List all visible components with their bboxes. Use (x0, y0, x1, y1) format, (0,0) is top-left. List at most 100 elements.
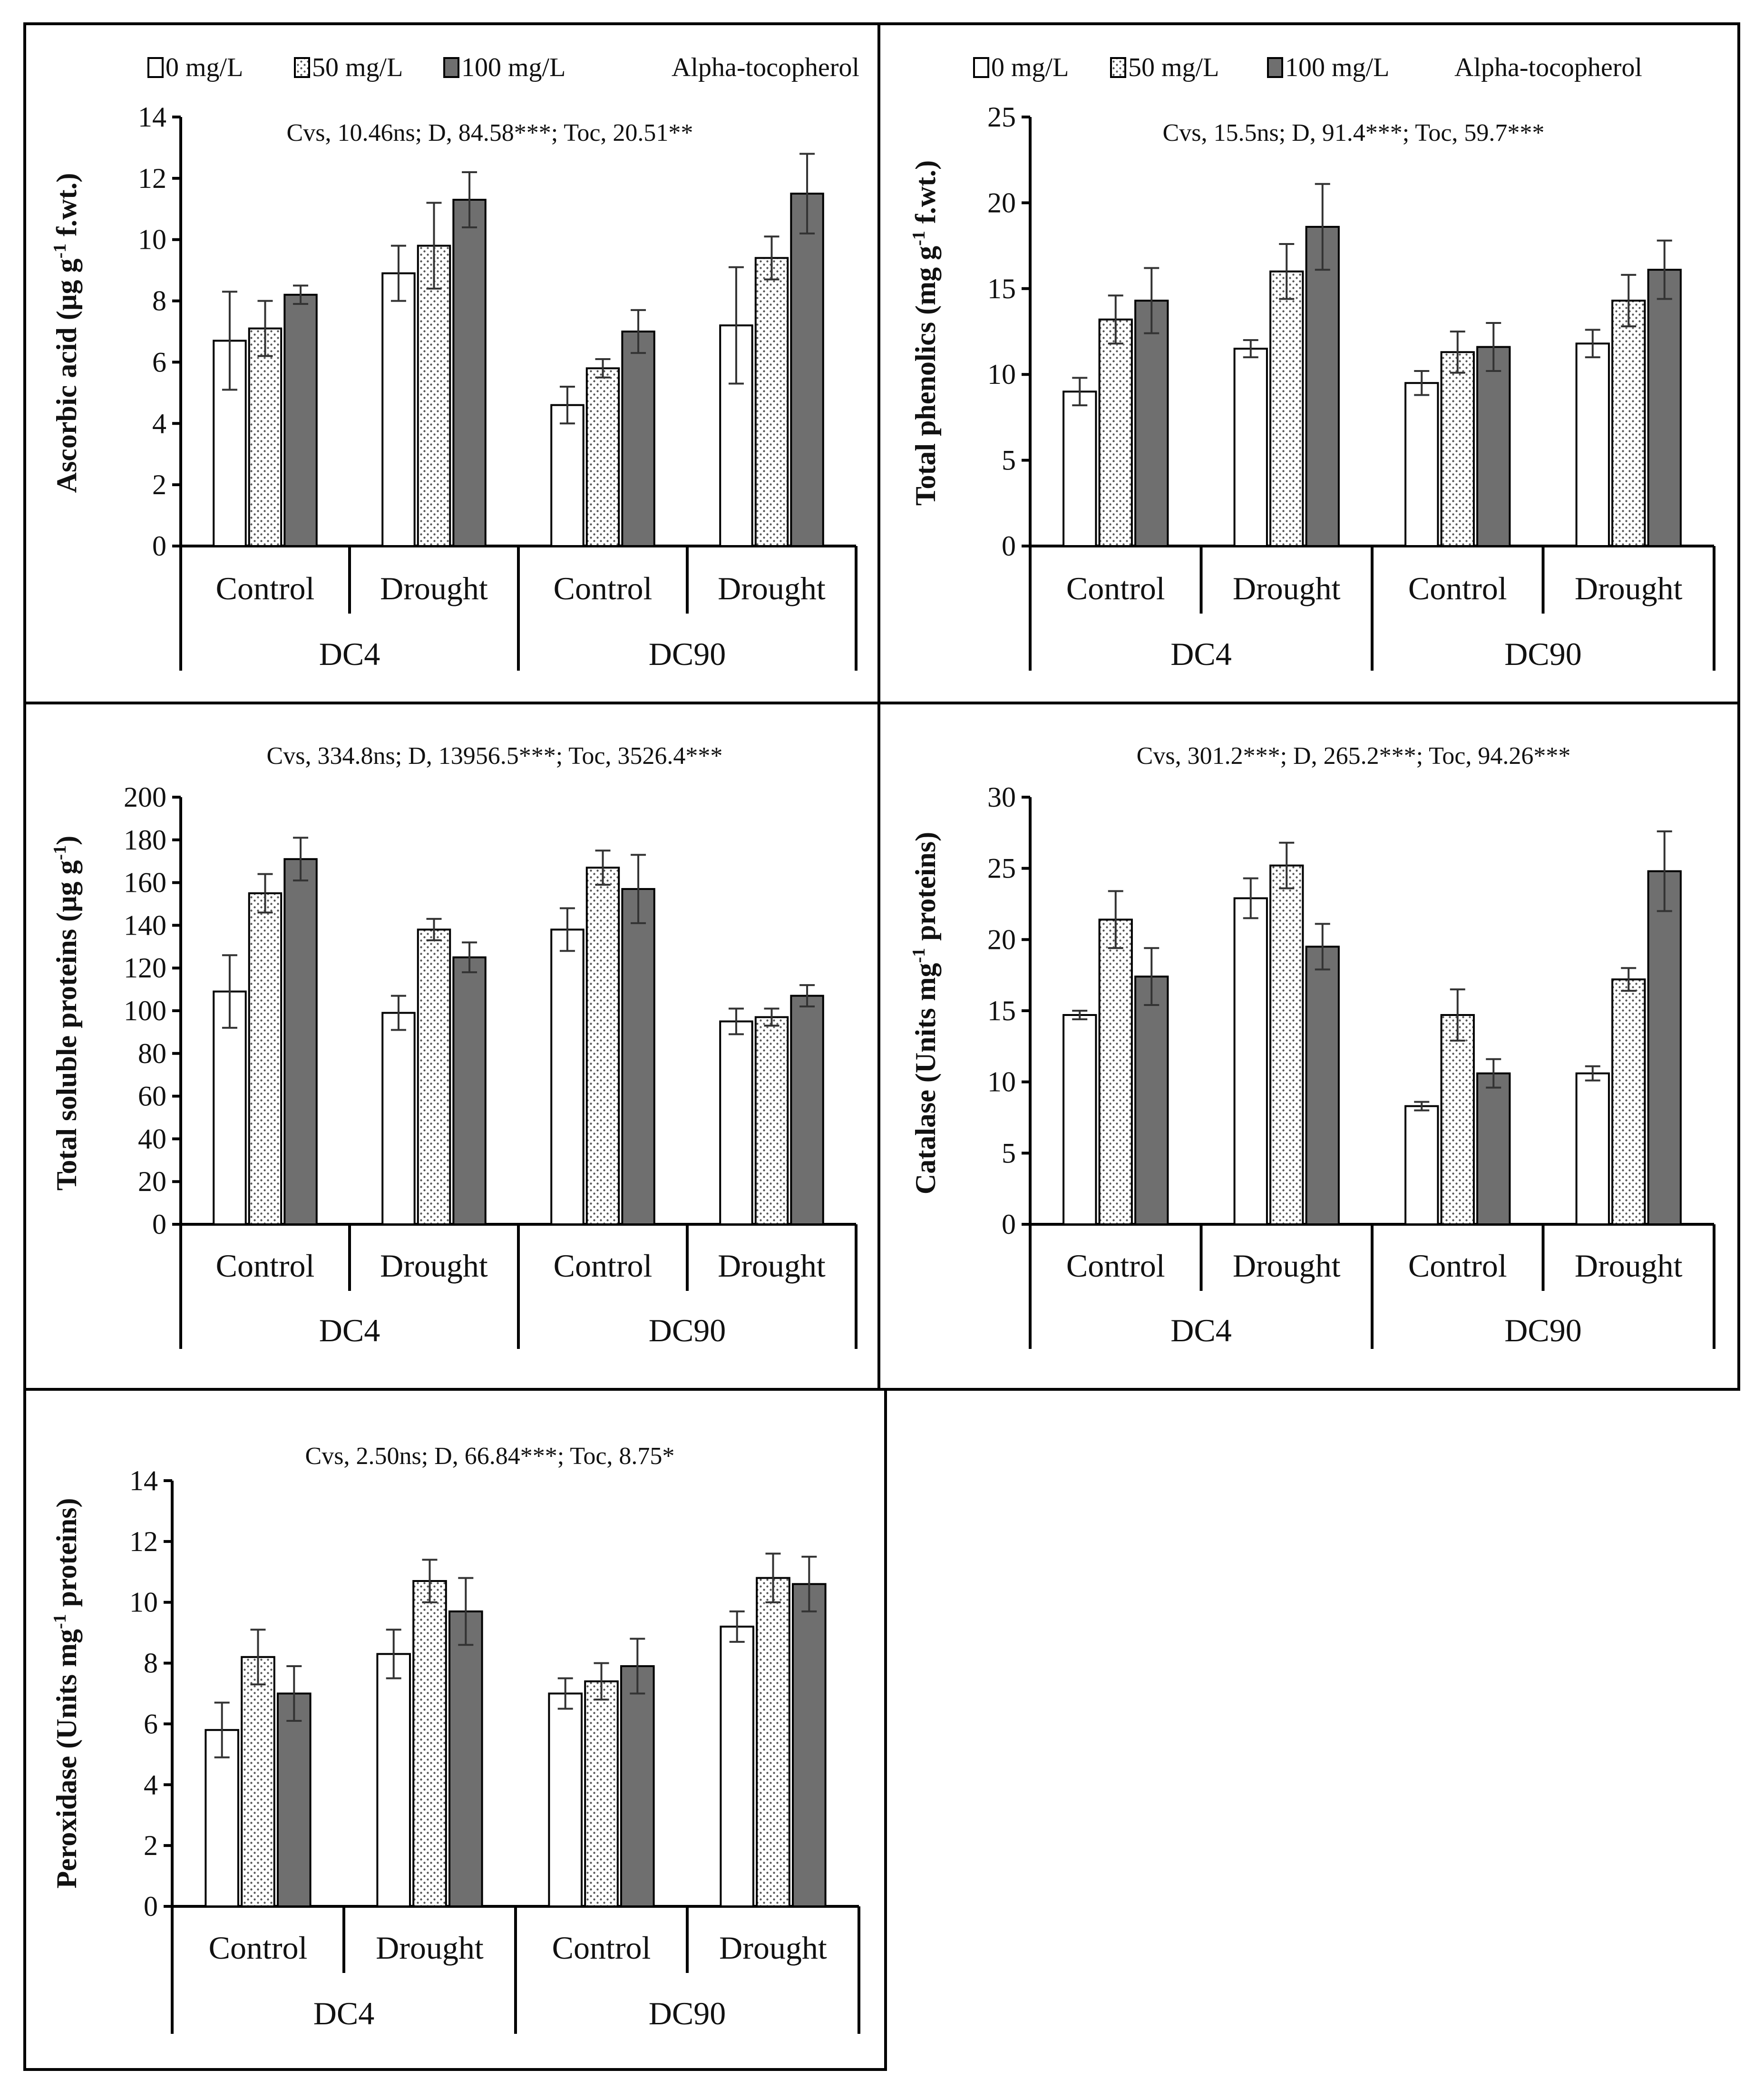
legend-swatch-0mg (147, 57, 164, 78)
y-axis-label-end: f.wt.) (910, 160, 941, 231)
y-axis-label: Ascorbic acid (µg g-1 f.wt.) (50, 173, 82, 493)
y-axis-label-main: Total phenolics (mg g (910, 246, 941, 506)
bar-100mg (621, 888, 655, 1225)
bar-100mg (283, 293, 318, 547)
bar-100mg (1476, 346, 1511, 547)
legend-suffix: Alpha-tocopherol (1454, 53, 1642, 82)
chart-peroxidase: Cvs, 2.50ns; D, 66.84***; Toc, 8.75* Pero… (50, 1443, 860, 2034)
y-tick-label: 15 (987, 995, 1016, 1026)
y-tick-label: 2 (152, 469, 166, 500)
y-tick-label: 10 (129, 1587, 158, 1618)
bar-50mg (241, 1656, 275, 1907)
bar-50mg (756, 1577, 790, 1908)
legend-swatch-0mg (973, 57, 989, 78)
chart-proteins: Cvs, 334.8ns; D, 13956.5***; Toc, 3526.4… (50, 742, 858, 1349)
category-label: Control (1066, 570, 1165, 606)
bar-0mg (376, 1653, 411, 1907)
bar-50mg (417, 244, 451, 547)
y-tick-label: 10 (987, 359, 1016, 390)
group-label: DC4 (313, 1995, 374, 2031)
y-tick-label: 100 (124, 995, 166, 1026)
bar-50mg (412, 1580, 447, 1908)
legend-suffix: Alpha-tocopherol (672, 53, 859, 82)
category-label: Control (1408, 1248, 1507, 1284)
panel-border-catalase (877, 702, 1740, 1391)
y-axis-label-sup: -1 (50, 845, 70, 860)
y-tick-label: 0 (1002, 530, 1016, 562)
y-tick-label: 40 (138, 1123, 166, 1154)
y-tick-label: 160 (124, 867, 166, 898)
bar-50mg (1611, 978, 1646, 1226)
legend-swatch-100mg (1267, 57, 1283, 78)
chart-phenolics: Cvs, 15.5ns; D, 91.4***; Toc, 59.7*** Tot… (909, 101, 1715, 672)
y-axis-label-sup: -1 (50, 1614, 70, 1629)
bar-0mg (1062, 390, 1097, 547)
chart-catalase: Cvs, 301.2***; D, 265.2***; Toc, 94.26**… (909, 742, 1715, 1349)
legend-swatch-100mg (443, 57, 459, 78)
y-axis-label-end: f.wt.) (51, 173, 82, 244)
y-tick-label: 10 (138, 224, 166, 255)
y-tick-label: 14 (138, 101, 166, 133)
bar-0mg (1233, 348, 1268, 547)
y-tick-label: 10 (987, 1066, 1016, 1098)
y-tick-label: 0 (152, 530, 166, 562)
legend-label-100mg: 100 mg/L (461, 53, 565, 82)
category-label: Control (554, 1248, 653, 1284)
bar-100mg (283, 858, 318, 1225)
category-label: Drought (380, 1248, 488, 1284)
stats-label: Cvs, 2.50ns; D, 66.84***; Toc, 8.75* (305, 1443, 675, 1470)
bar-0mg (550, 404, 585, 547)
bar-100mg (1305, 225, 1340, 547)
category-label: Drought (380, 570, 488, 606)
group-label: DC4 (1170, 1312, 1231, 1348)
bar-100mg (1647, 269, 1682, 547)
bar-100mg (1134, 976, 1169, 1225)
category-label: Control (209, 1930, 308, 1966)
y-axis-label-sup: -1 (909, 948, 929, 963)
y-axis-label-main: Catalase (Units mg (910, 963, 941, 1194)
panel-border-peroxidase (23, 1388, 887, 2071)
y-axis-label-end: proteins) (910, 832, 941, 948)
y-tick-label: 12 (129, 1526, 158, 1557)
category-label: Drought (718, 570, 826, 606)
bar-100mg (448, 1610, 483, 1907)
category-label: Drought (1575, 570, 1683, 606)
bar-50mg (585, 867, 620, 1226)
bar-50mg (585, 367, 620, 547)
y-tick-label: 5 (1002, 445, 1016, 476)
bar-0mg (381, 272, 416, 547)
y-tick-label: 8 (152, 285, 166, 317)
bar-50mg (1269, 270, 1304, 547)
category-label: Drought (719, 1930, 827, 1966)
y-tick-label: 60 (138, 1081, 166, 1112)
y-axis-label-end: proteins) (51, 1498, 82, 1614)
bar-50mg (1098, 318, 1133, 547)
y-tick-label: 140 (124, 909, 166, 941)
y-tick-label: 0 (1002, 1209, 1016, 1240)
y-tick-label: 25 (987, 101, 1016, 133)
bar-0mg (1233, 897, 1268, 1225)
bar-50mg (584, 1680, 619, 1907)
bar-100mg (277, 1692, 312, 1907)
y-tick-label: 6 (152, 346, 166, 378)
y-tick-label: 200 (124, 781, 166, 813)
bar-0mg (213, 990, 247, 1226)
legend-label-100mg: 100 mg/L (1285, 53, 1389, 82)
y-axis-label-main: Ascorbic acid (µg g (51, 259, 82, 493)
category-label: Control (1408, 570, 1507, 606)
bar-50mg (248, 327, 283, 547)
category-label: Drought (1575, 1248, 1683, 1284)
y-tick-label: 20 (987, 187, 1016, 218)
category-label: Drought (718, 1248, 826, 1284)
y-tick-label: 12 (138, 163, 166, 194)
bar-50mg (1440, 1014, 1475, 1225)
y-tick-label: 15 (987, 273, 1016, 304)
legend-swatch-50mg (294, 57, 310, 78)
charts: Cvs, 10.46ns; D, 84.58***; Toc, 20.51** A… (50, 101, 1715, 2034)
bar-100mg (452, 956, 487, 1225)
bar-0mg (720, 1625, 754, 1908)
chart-ascorbic: Cvs, 10.46ns; D, 84.58***; Toc, 20.51** A… (50, 101, 858, 672)
legend-label-0mg: 0 mg/L (166, 53, 243, 82)
group-label: DC90 (649, 1995, 726, 2031)
